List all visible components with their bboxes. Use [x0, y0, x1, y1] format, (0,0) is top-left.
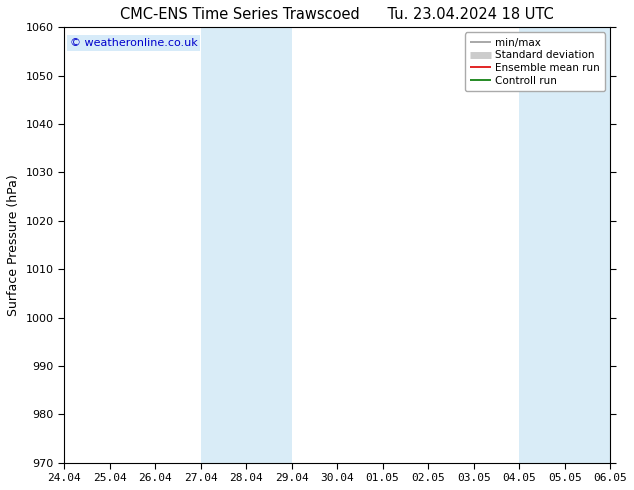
Title: CMC-ENS Time Series Trawscoed      Tu. 23.04.2024 18 UTC: CMC-ENS Time Series Trawscoed Tu. 23.04.… [120, 7, 554, 22]
Bar [200, 27, 292, 463]
Y-axis label: Surface Pressure (hPa): Surface Pressure (hPa) [7, 174, 20, 316]
Bar [519, 27, 610, 463]
Legend: min/max, Standard deviation, Ensemble mean run, Controll run: min/max, Standard deviation, Ensemble me… [465, 32, 605, 91]
Text: © weatheronline.co.uk: © weatheronline.co.uk [70, 38, 197, 48]
